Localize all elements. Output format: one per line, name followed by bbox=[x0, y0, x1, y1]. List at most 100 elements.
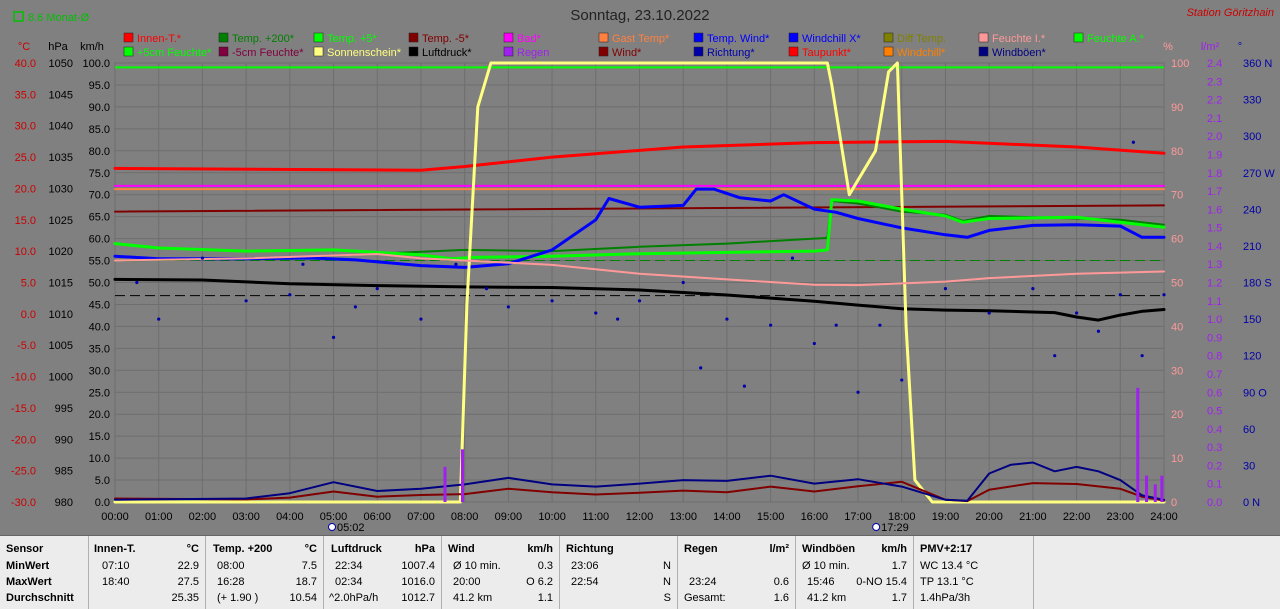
richtung-r1-time: 23:06 bbox=[571, 560, 599, 572]
rain-bar bbox=[1160, 475, 1164, 502]
direction-tick-label: 210 bbox=[1243, 241, 1261, 253]
stats-col-sensor: Sensor MinWert MaxWert Durchschnitt bbox=[0, 536, 89, 609]
rain-tick-label: 1.3 bbox=[1207, 259, 1222, 271]
temp200-min-val: 7.5 bbox=[301, 560, 317, 572]
direction-point bbox=[834, 323, 838, 327]
x-tick-label: 24:00 bbox=[1150, 511, 1178, 523]
pressure-tick-label: 990 bbox=[55, 434, 73, 446]
direction-point bbox=[484, 286, 489, 291]
rain-tick-label: 1.7 bbox=[1207, 186, 1222, 198]
x-tick-label: 04:00 bbox=[276, 511, 304, 523]
legend-swatch bbox=[788, 32, 799, 43]
hdr-wind: Wind bbox=[448, 543, 475, 555]
hdr-regen-unit: l/m² bbox=[769, 543, 789, 555]
legend-swatch bbox=[218, 46, 229, 57]
legend-label: Wind* bbox=[612, 47, 642, 59]
direction-point bbox=[769, 323, 773, 327]
temp-tick-label: 40.0 bbox=[15, 58, 36, 70]
humidity-tick-label: 90 bbox=[1171, 102, 1183, 114]
hdr-wind-unit: km/h bbox=[527, 543, 553, 555]
sunset-label: 17:29 bbox=[881, 522, 909, 534]
pressure-tick-label: 1035 bbox=[49, 152, 73, 164]
legend-swatch bbox=[978, 46, 989, 57]
rain-tick-label: 1.5 bbox=[1207, 223, 1222, 235]
rain-bar bbox=[443, 466, 447, 502]
legend-swatch bbox=[693, 32, 704, 43]
series-line bbox=[114, 461, 1165, 502]
hdr-richtung: Richtung bbox=[566, 543, 614, 555]
temp-tick-label: 5.0 bbox=[21, 278, 36, 290]
monthly-avg-icon bbox=[13, 11, 24, 22]
wind-tick-label: 0.0 bbox=[95, 497, 110, 509]
boeen-r3-val: 1.7 bbox=[891, 592, 907, 604]
rain-bar bbox=[460, 449, 464, 502]
rain-bar bbox=[1145, 475, 1149, 502]
chart-title: Sonntag, 23.10.2022 bbox=[570, 7, 709, 24]
series-line bbox=[113, 61, 1166, 504]
regen-total-val: 1.6 bbox=[773, 592, 789, 604]
humidity-tick-label: 20 bbox=[1171, 409, 1183, 421]
rain-tick-label: 1.6 bbox=[1207, 204, 1222, 216]
wind-tick-label: 65.0 bbox=[89, 212, 110, 224]
legend-swatch bbox=[1073, 32, 1084, 43]
legend-swatch bbox=[598, 32, 609, 43]
humidity-tick-label: 40 bbox=[1171, 321, 1183, 333]
x-tick-label: 01:00 bbox=[145, 511, 173, 523]
legend-label: Bad* bbox=[517, 33, 542, 45]
humidity-tick-label: 30 bbox=[1171, 365, 1183, 377]
rain-tick-label: 0.1 bbox=[1207, 479, 1222, 491]
pressure-tick-label: 1010 bbox=[49, 309, 73, 321]
x-tick-label: 12:00 bbox=[626, 511, 654, 523]
direction-point bbox=[1031, 286, 1035, 291]
hdr-innen-unit: °C bbox=[186, 543, 199, 555]
direction-point bbox=[331, 335, 336, 339]
row-label-max: MaxWert bbox=[6, 576, 52, 588]
wind-tick-label: 5.0 bbox=[95, 475, 110, 487]
temp-tick-label: -30.0 bbox=[11, 497, 36, 509]
series-line bbox=[113, 187, 1166, 269]
pressure-tick-label: 1020 bbox=[49, 246, 73, 258]
pressure-tick-label: 995 bbox=[55, 403, 73, 415]
x-tick-label: 19:00 bbox=[932, 511, 960, 523]
direction-point bbox=[157, 317, 161, 321]
direction-point bbox=[856, 390, 860, 394]
direction-tick-label: 240 bbox=[1243, 204, 1261, 216]
luftdruck-avg-note: ^2.0hPa/h bbox=[329, 592, 379, 604]
richtung-r1-val: N bbox=[663, 560, 671, 572]
legend-swatch bbox=[313, 46, 324, 57]
direction-point bbox=[900, 378, 904, 382]
sunrise-icon bbox=[327, 523, 336, 531]
row-label-avg: Durchschnitt bbox=[6, 592, 74, 604]
temp200-avg-note: (+ 1.90 ) bbox=[217, 592, 259, 604]
legend-label: Windchill* bbox=[897, 47, 946, 59]
rain-tick-label: 0.2 bbox=[1207, 460, 1222, 472]
boeen-r2-time: 15:46 bbox=[807, 576, 835, 588]
regen-r2-time: 23:24 bbox=[689, 576, 717, 588]
pmv-pressure-trend: 1.4hPa/3h bbox=[920, 592, 971, 604]
rain-tick-label: 0.0 bbox=[1207, 497, 1222, 509]
direction-tick-label: 0 N bbox=[1243, 497, 1260, 509]
legend-swatch bbox=[788, 46, 799, 57]
x-tick-label: 09:00 bbox=[495, 511, 523, 523]
direction-point bbox=[1131, 140, 1136, 144]
boeen-r2-val: 0-NO 15.4 bbox=[856, 576, 907, 588]
stats-table: Sensor MinWert MaxWert Durchschnitt Inne… bbox=[0, 535, 1280, 609]
temp-tick-label: 30.0 bbox=[15, 121, 36, 133]
direction-point bbox=[699, 366, 703, 370]
direction-point bbox=[987, 311, 991, 315]
series-line bbox=[113, 139, 1166, 172]
pressure-tick-label: 980 bbox=[55, 497, 73, 509]
innen-max-val: 27.5 bbox=[177, 576, 199, 588]
series-line bbox=[114, 253, 1165, 287]
temp-tick-label: 15.0 bbox=[15, 215, 36, 227]
rain-tick-label: 0.7 bbox=[1207, 369, 1222, 381]
regen-total-label: Gesamt: bbox=[684, 592, 726, 604]
temp-tick-label: -20.0 bbox=[11, 434, 36, 446]
rain-tick-label: 1.0 bbox=[1207, 314, 1222, 326]
temp-tick-label: -5.0 bbox=[17, 340, 36, 352]
series-line bbox=[113, 277, 1166, 322]
direction-point bbox=[742, 384, 747, 388]
innen-max-time: 18:40 bbox=[102, 576, 130, 588]
hdr-regen: Regen bbox=[684, 543, 718, 555]
wind-r1-val: 0.3 bbox=[537, 560, 553, 572]
